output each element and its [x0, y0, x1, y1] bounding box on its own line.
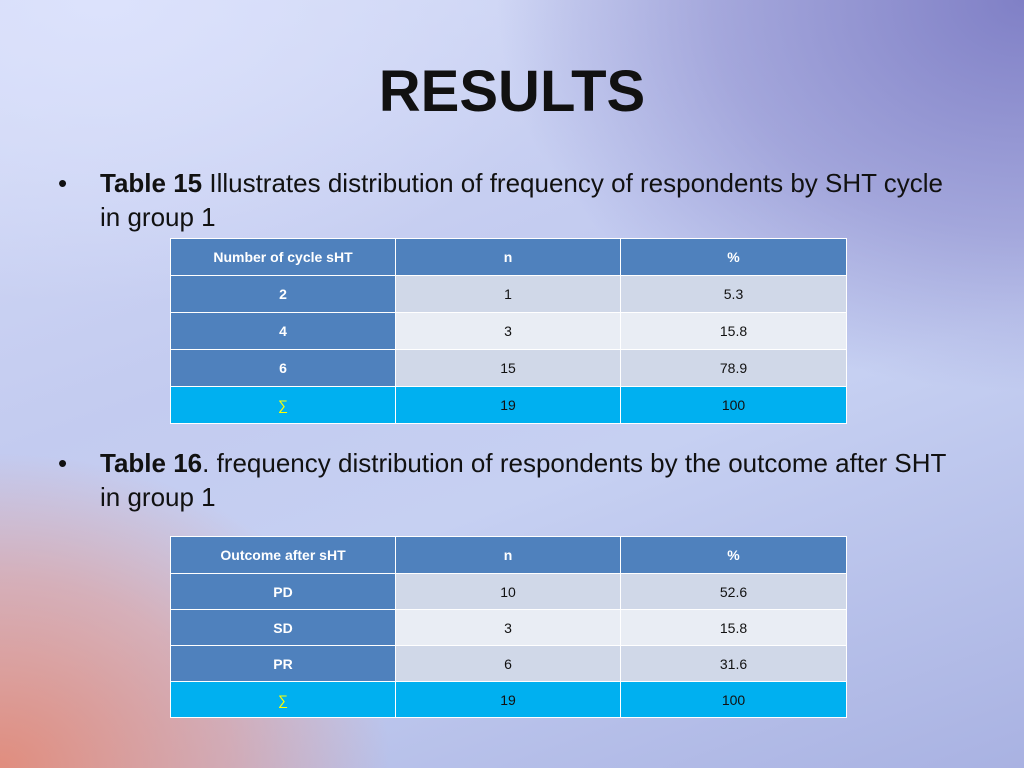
- sum-symbol: ∑: [170, 681, 396, 718]
- table-row: PD 10 52.6: [170, 573, 847, 610]
- table-row: 4 3 15.8: [170, 312, 847, 350]
- table-16: Outcome after sHT n % PD 10 52.6 SD 3 15…: [170, 536, 847, 718]
- table-cell: 15: [395, 349, 621, 387]
- row-label: SD: [170, 609, 396, 646]
- table-cell: 52.6: [620, 573, 847, 610]
- row-label: PD: [170, 573, 396, 610]
- bullet-bold-label: Table 15: [100, 168, 203, 198]
- table-row: PR 6 31.6: [170, 645, 847, 682]
- bullet-description: Illustrates distribution of frequency of…: [100, 168, 944, 232]
- table-cell: 1: [395, 275, 621, 313]
- column-header: Number of cycle sHT: [170, 238, 396, 276]
- bullet-bold-label: Table 16: [100, 448, 203, 478]
- table-sum-row: ∑ 19 100: [170, 386, 847, 424]
- bullet-text: Table 15 Illustrates distribution of fre…: [100, 166, 970, 234]
- table-row: 2 1 5.3: [170, 275, 847, 313]
- column-header: n: [395, 238, 621, 276]
- row-label: PR: [170, 645, 396, 682]
- table-cell: 15.8: [620, 609, 847, 646]
- row-label: 4: [170, 312, 396, 350]
- table-cell: 3: [395, 609, 621, 646]
- column-header: n: [395, 536, 621, 574]
- table-cell: 6: [395, 645, 621, 682]
- table-cell: 10: [395, 573, 621, 610]
- row-label: 2: [170, 275, 396, 313]
- table-cell: 15.8: [620, 312, 847, 350]
- column-header: %: [620, 536, 847, 574]
- table-cell: 100: [620, 681, 847, 718]
- table-header-row: Number of cycle sHT n %: [170, 238, 847, 276]
- bullet-description: . frequency distribution of respondents …: [100, 448, 946, 512]
- table-row: 6 15 78.9: [170, 349, 847, 387]
- table-cell: 5.3: [620, 275, 847, 313]
- table-15: Number of cycle sHT n % 2 1 5.3 4 3 15.8…: [170, 238, 847, 424]
- column-header: Outcome after sHT: [170, 536, 396, 574]
- slide-title: RESULTS: [378, 59, 646, 124]
- row-label: 6: [170, 349, 396, 387]
- table-cell: 78.9: [620, 349, 847, 387]
- bullet-marker: •: [58, 168, 68, 198]
- table-cell: 19: [395, 681, 621, 718]
- table-cell: 3: [395, 312, 621, 350]
- table-cell: 19: [395, 386, 621, 424]
- table-row: SD 3 15.8: [170, 609, 847, 646]
- bullet-text: Table 16. frequency distribution of resp…: [100, 446, 970, 514]
- column-header: %: [620, 238, 847, 276]
- table-sum-row: ∑ 19 100: [170, 681, 847, 718]
- sum-symbol: ∑: [170, 386, 396, 424]
- bullet-marker: •: [58, 448, 68, 478]
- table-cell: 100: [620, 386, 847, 424]
- table-cell: 31.6: [620, 645, 847, 682]
- table-header-row: Outcome after sHT n %: [170, 536, 847, 574]
